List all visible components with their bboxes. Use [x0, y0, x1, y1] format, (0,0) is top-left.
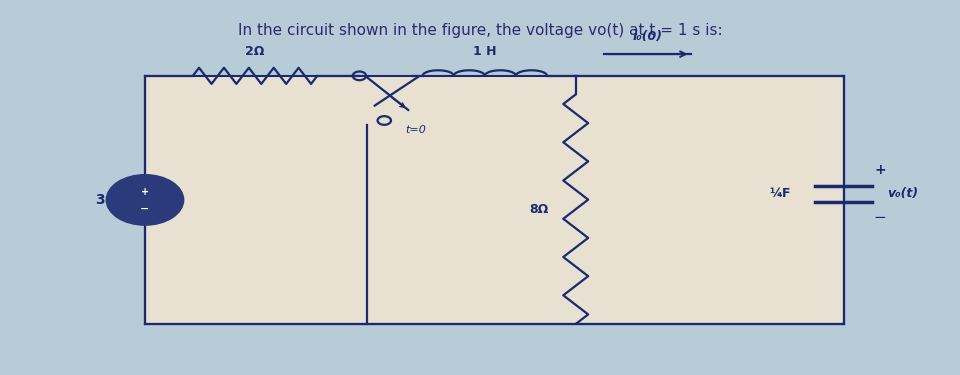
- Text: +: +: [875, 163, 886, 177]
- Text: 8Ω: 8Ω: [530, 203, 549, 216]
- Text: 30 V: 30 V: [96, 193, 131, 207]
- Text: −: −: [874, 210, 886, 225]
- Circle shape: [107, 175, 183, 225]
- Text: t=0: t=0: [405, 126, 426, 135]
- Text: +: +: [141, 188, 149, 198]
- Text: v₀(t): v₀(t): [887, 187, 918, 200]
- Text: ¼F: ¼F: [770, 187, 791, 200]
- Text: −: −: [140, 204, 150, 214]
- Text: 1 H: 1 H: [473, 45, 496, 58]
- Text: i₀(0): i₀(0): [633, 30, 662, 43]
- FancyBboxPatch shape: [145, 76, 844, 324]
- Text: 2Ω: 2Ω: [246, 45, 265, 58]
- Text: In the circuit shown in the figure, the voltage vo(t) at t = 1 s is:: In the circuit shown in the figure, the …: [238, 23, 722, 38]
